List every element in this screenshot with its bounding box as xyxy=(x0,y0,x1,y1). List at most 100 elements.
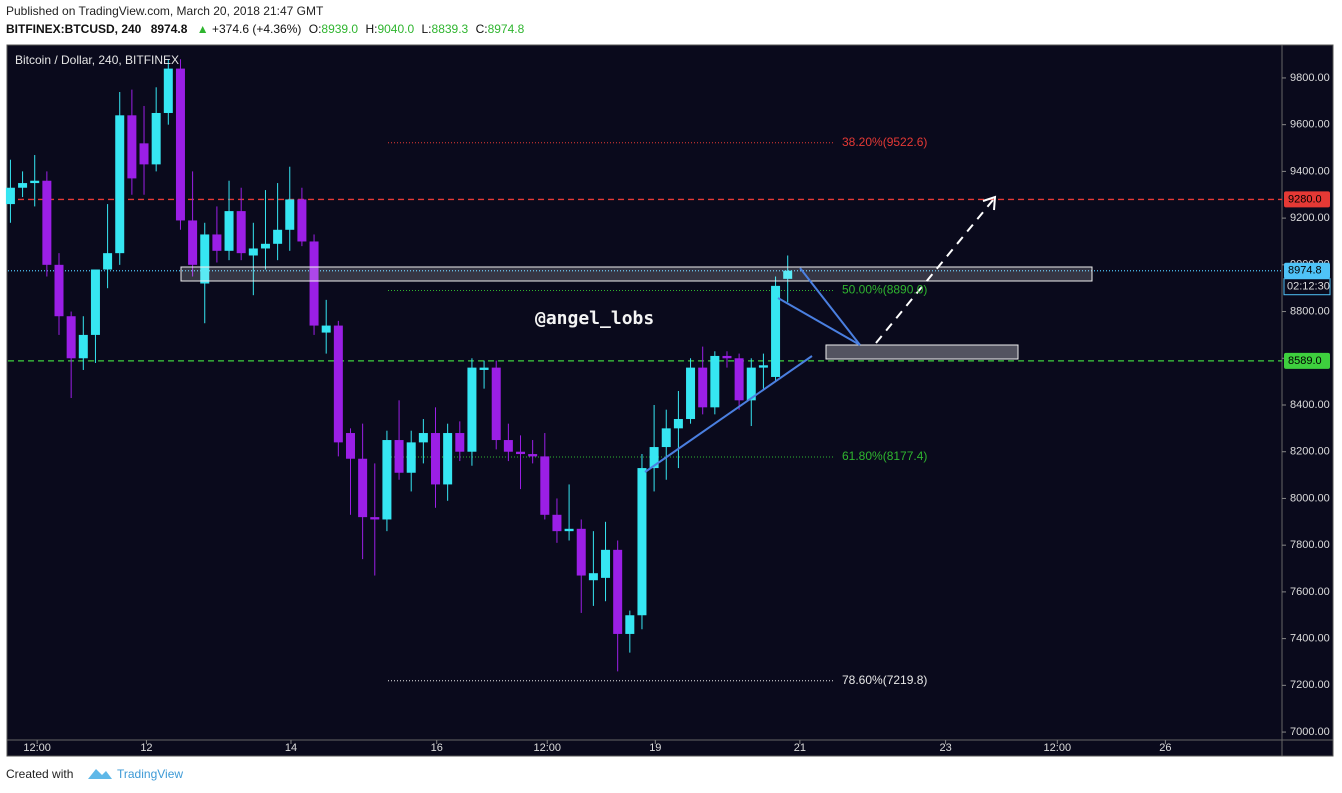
candle-body xyxy=(722,355,732,359)
candle-body xyxy=(479,367,489,370)
candle-body xyxy=(467,367,477,452)
candle-body xyxy=(309,241,319,326)
candle-body xyxy=(783,270,793,279)
x-tick-label: 21 xyxy=(794,742,806,754)
candle-body xyxy=(613,549,623,634)
candle-body xyxy=(163,68,173,113)
candle-body xyxy=(491,367,501,441)
change-arrow: ▲ xyxy=(197,22,209,36)
y-tick-label: 7200.00 xyxy=(1290,679,1330,691)
candle-body xyxy=(5,187,15,205)
y-tick-label: 7400.00 xyxy=(1290,633,1330,645)
fib-label: 78.60%(7219.8) xyxy=(842,673,927,687)
candle-body xyxy=(771,285,781,377)
candle-body xyxy=(758,365,768,368)
candle-body xyxy=(18,183,28,188)
x-tick-label: 12:00 xyxy=(1044,742,1072,754)
candle-body xyxy=(30,180,40,184)
candle-body xyxy=(698,367,708,408)
low-val: 8839.3 xyxy=(432,22,469,36)
candle-body xyxy=(103,253,113,270)
candle-body xyxy=(564,528,574,532)
candle-body xyxy=(625,615,635,634)
y-tick-label: 8800.00 xyxy=(1290,305,1330,317)
fib-label: 61.80%(8177.4) xyxy=(842,449,927,463)
candle-body xyxy=(734,358,744,401)
y-tick-label: 7800.00 xyxy=(1290,539,1330,551)
back-layer xyxy=(8,142,1282,682)
candles xyxy=(5,59,793,672)
candle-body xyxy=(285,199,295,230)
published-note: Published on TradingView.com, March 20, … xyxy=(6,4,324,18)
candle-body xyxy=(212,234,222,251)
price-label-box xyxy=(1284,262,1330,279)
high-val: 9040.0 xyxy=(377,22,414,36)
candle-body xyxy=(443,433,453,485)
candle-body xyxy=(321,325,331,333)
y-tick-label: 7600.00 xyxy=(1290,586,1330,598)
x-tick-label: 16 xyxy=(431,742,443,754)
x-tick-label: 23 xyxy=(939,742,951,754)
last-price: 8974.8 xyxy=(151,22,188,36)
y-tick-label: 8200.00 xyxy=(1290,446,1330,458)
watermark: @angel_lobs xyxy=(535,308,654,329)
x-tick-label: 26 xyxy=(1159,742,1171,754)
candle-body xyxy=(236,211,246,254)
candle-body xyxy=(576,528,586,576)
countdown: 02:12:30 xyxy=(1287,281,1330,293)
candle-body xyxy=(224,211,234,251)
candle-body xyxy=(115,115,125,254)
candle-body xyxy=(661,428,671,448)
target-zone xyxy=(825,344,1019,360)
symbol: BITFINEX:BTCUSD, 240 xyxy=(6,22,142,36)
candle-body xyxy=(139,143,149,165)
drawings xyxy=(180,195,1093,473)
front-layer: 7000.00 7200.00 7400.00 7600.00 7800.00 8000.… xyxy=(23,72,1331,754)
candle-body xyxy=(260,243,270,249)
candle-body xyxy=(431,433,441,485)
candle-body xyxy=(54,264,64,317)
candle-body xyxy=(540,456,550,515)
candle-body xyxy=(418,433,428,443)
pullback-line xyxy=(799,267,861,346)
fib-label: 50.00%(8890.0) xyxy=(842,283,927,297)
candle-body xyxy=(297,199,307,242)
pullback-line xyxy=(777,297,861,346)
x-tick-label: 12:00 xyxy=(533,742,561,754)
candle-body xyxy=(175,68,185,221)
candle-body xyxy=(127,115,137,179)
footer-brand: TradingView xyxy=(117,767,183,781)
candle-body xyxy=(42,180,52,265)
candle-body xyxy=(394,440,404,473)
candle-body xyxy=(406,442,416,473)
open-val: 8939.0 xyxy=(321,22,358,36)
change: +374.6 (+4.36%) xyxy=(212,22,301,36)
y-tick-label: 9800.00 xyxy=(1290,72,1330,84)
price-label-box xyxy=(1284,191,1330,208)
candle-body xyxy=(151,112,161,165)
x-tick-label: 14 xyxy=(285,742,297,754)
candle-body xyxy=(273,229,283,244)
chart-frame xyxy=(6,44,1334,757)
y-tick-label: 9600.00 xyxy=(1290,119,1330,131)
candle-body xyxy=(503,440,513,452)
y-tick-label: 8400.00 xyxy=(1290,399,1330,411)
trendline xyxy=(644,355,813,473)
fib-label: 38.20%(9522.6) xyxy=(842,135,927,149)
y-tick-label: 7000.00 xyxy=(1290,726,1330,738)
candle-body xyxy=(552,514,562,532)
y-tick-label: 8000.00 xyxy=(1290,492,1330,504)
candle-body xyxy=(637,468,647,616)
chart-title: Bitcoin / Dollar, 240, BITFINEX xyxy=(15,53,179,67)
candle-body xyxy=(358,458,368,518)
countdown-box xyxy=(1283,278,1331,296)
candle-body xyxy=(516,451,526,455)
candle-body xyxy=(248,248,258,256)
candle-body xyxy=(78,334,88,359)
candle-body xyxy=(345,433,355,459)
candle-body xyxy=(370,517,380,520)
candle-body xyxy=(455,433,465,452)
brand-logo xyxy=(88,769,112,779)
